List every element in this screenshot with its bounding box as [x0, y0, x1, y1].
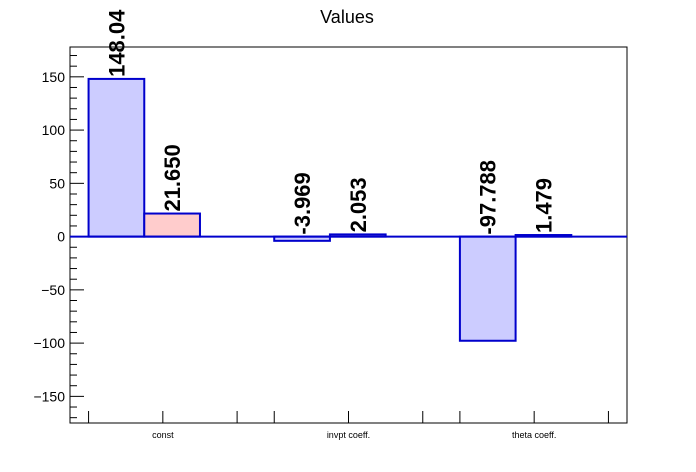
x-category-label: const	[152, 430, 174, 440]
data-label: 1.479	[531, 178, 556, 233]
y-axis: −150 −100 −50 0 50 100 150	[33, 55, 84, 419]
y-tick-label: 150	[42, 69, 66, 85]
bar	[143, 212, 201, 238]
y-tick-label: 100	[42, 122, 66, 138]
x-axis: const invpt coeff. theta coeff.	[88, 411, 609, 440]
x-category-label: theta coeff.	[512, 430, 556, 440]
y-tick-label: 0	[57, 229, 65, 245]
data-label: 2.053	[346, 177, 371, 232]
y-tick-label: −150	[33, 388, 65, 404]
data-label: 148.04	[104, 9, 129, 77]
bar	[458, 235, 517, 342]
x-category-label: invpt coeff.	[327, 430, 370, 440]
data-label: -97.788	[476, 160, 501, 235]
chart-title: Values	[320, 7, 374, 27]
data-label: -3.969	[290, 172, 315, 234]
y-tick-label: −50	[41, 282, 65, 298]
y-tick-label: −100	[33, 335, 65, 351]
data-labels-group: 148.04 21.650 -3.969 2.053 -97.788 1.479	[104, 9, 556, 235]
data-label: 21.650	[160, 144, 185, 211]
bar	[87, 77, 146, 238]
y-tick-label: 50	[49, 175, 65, 191]
